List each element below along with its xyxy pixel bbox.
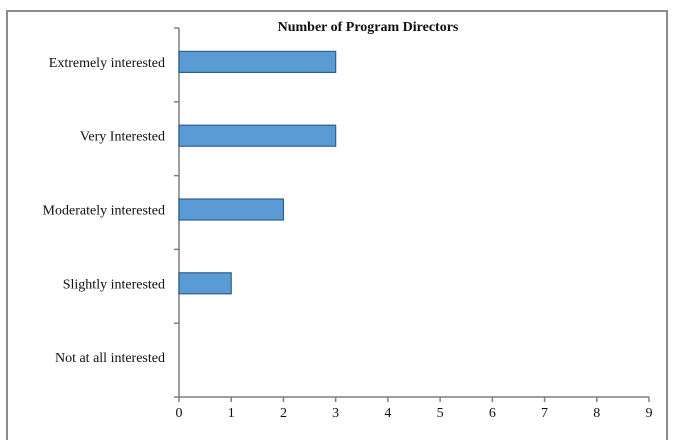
bar (178, 50, 337, 74)
x-tick-label: 4 (384, 406, 391, 421)
category-label: Moderately interested (43, 204, 165, 219)
x-tick-label: 1 (228, 406, 235, 421)
x-tick-label: 2 (280, 406, 287, 421)
x-tick-label: 3 (332, 406, 339, 421)
x-tick-label: 5 (437, 406, 444, 421)
category-label: Not at all interested (55, 351, 165, 366)
axes (174, 27, 650, 402)
bars (178, 50, 337, 295)
chart-title: Number of Program Directors (278, 20, 459, 35)
bar (178, 124, 337, 147)
x-tick-label: 7 (541, 406, 548, 421)
bar-chart: Number of Program Directors Extremely in… (43, 20, 653, 421)
x-tick-label: 0 (176, 406, 183, 421)
x-tick-label: 8 (593, 406, 600, 421)
category-labels: Extremely interested Very Interested Moder… (43, 56, 165, 366)
category-label: Very Interested (80, 130, 165, 145)
bar (178, 198, 285, 221)
x-tick-label: 6 (489, 406, 496, 421)
bar (178, 272, 232, 295)
category-label: Extremely interested (49, 56, 165, 71)
chart-frame (6, 10, 668, 440)
x-tick-label: 9 (646, 406, 653, 421)
category-label: Slightly interested (63, 277, 165, 292)
x-tick-labels: 0 1 2 3 4 5 6 7 8 9 (176, 406, 653, 421)
